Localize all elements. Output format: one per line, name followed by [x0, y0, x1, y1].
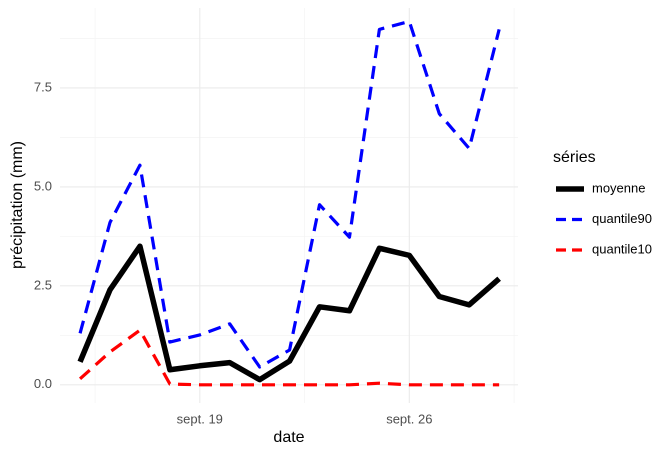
y-tick-label: 2.5	[34, 277, 52, 292]
legend-label: quantile90	[592, 211, 652, 226]
x-tick-label: sept. 26	[386, 411, 432, 426]
y-tick-label: 5.0	[34, 178, 52, 193]
x-tick-label: sept. 19	[177, 411, 223, 426]
y-tick-label: 0.0	[34, 376, 52, 391]
legend-label: moyenne	[592, 180, 645, 195]
x-axis-title: date	[273, 429, 304, 446]
series-line	[77, 243, 501, 383]
y-tick-label: 7.5	[34, 79, 52, 94]
legend-label: quantile10	[592, 241, 652, 256]
series-line	[78, 328, 500, 387]
series-line	[78, 19, 501, 369]
legend-title: séries	[553, 149, 596, 166]
y-axis-title: précipitation (mm)	[9, 141, 26, 269]
